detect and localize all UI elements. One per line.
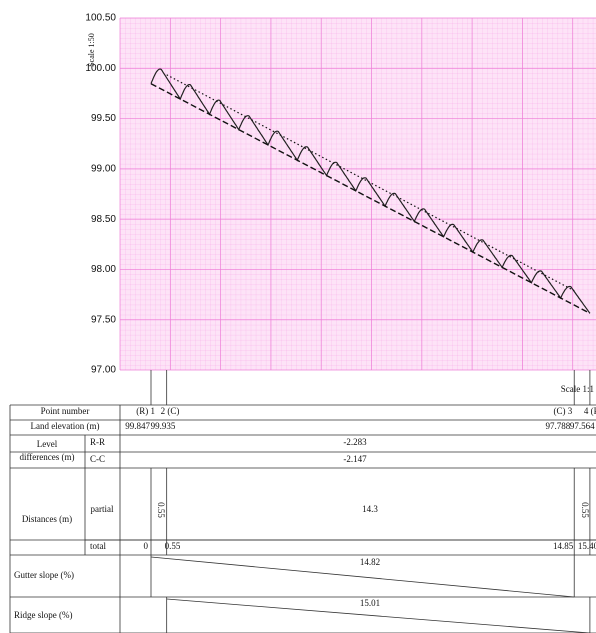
table-text: 2 (C) xyxy=(161,406,180,416)
table-text: Land elevation (m) xyxy=(31,421,100,431)
table-text: (R) 1 xyxy=(136,406,155,416)
table-text: 4 (R) xyxy=(584,406,596,416)
table-text: 14.85 xyxy=(553,541,574,551)
table-text: 97.788 xyxy=(545,421,570,431)
profile-line xyxy=(166,74,575,292)
table-text: C-C xyxy=(90,454,105,464)
x-scale-label: Scale 1:1 xyxy=(561,384,594,394)
table-text: 0 xyxy=(144,541,149,551)
y-tick-label: 99.50 xyxy=(91,113,116,124)
minor-grid xyxy=(120,18,596,370)
table-text: total xyxy=(90,541,106,551)
table-text: 0.55 xyxy=(580,502,590,518)
y-scale-label: Scale 1:50 xyxy=(87,33,96,67)
gutter-slope-line xyxy=(150,556,575,598)
ridge-slope-line xyxy=(166,598,590,633)
table-text: 14.3 xyxy=(362,504,378,514)
table-text: 99.935 xyxy=(151,421,176,431)
table-text: differences (m) xyxy=(19,452,74,462)
y-tick-label: 100.50 xyxy=(85,13,116,24)
table-text: Distances (m) xyxy=(22,514,72,524)
y-tick-label: 97.00 xyxy=(91,365,116,376)
table-text: 0.55 xyxy=(156,502,166,518)
table-text: 15.40 xyxy=(578,541,596,551)
table-text: -2.147 xyxy=(343,454,367,464)
table-text: 15.01 xyxy=(360,598,380,608)
y-tick-label: 98.00 xyxy=(91,264,116,275)
y-tick-label: 100.00 xyxy=(85,63,116,74)
table-text: Point number xyxy=(41,406,90,416)
table-text: R-R xyxy=(90,437,105,447)
table-text: 97.564 xyxy=(570,421,595,431)
table-text: 14.82 xyxy=(360,557,380,567)
table-text: (C) 3 xyxy=(553,406,572,416)
table-text: Gutter slope (%) xyxy=(14,570,74,580)
table-text: Ridge slope (%) xyxy=(14,610,73,620)
table-text: partial xyxy=(91,504,114,514)
profile-line xyxy=(150,83,591,314)
y-tick-label: 99.00 xyxy=(91,163,116,174)
table-text: Level xyxy=(37,439,58,449)
table-text: 0.55 xyxy=(165,541,181,551)
y-tick-label: 98.50 xyxy=(91,214,116,225)
table-text: 99.847 xyxy=(125,421,150,431)
furrow-profile xyxy=(150,68,591,314)
table-text: -2.283 xyxy=(343,437,367,447)
y-tick-label: 97.50 xyxy=(91,314,116,325)
